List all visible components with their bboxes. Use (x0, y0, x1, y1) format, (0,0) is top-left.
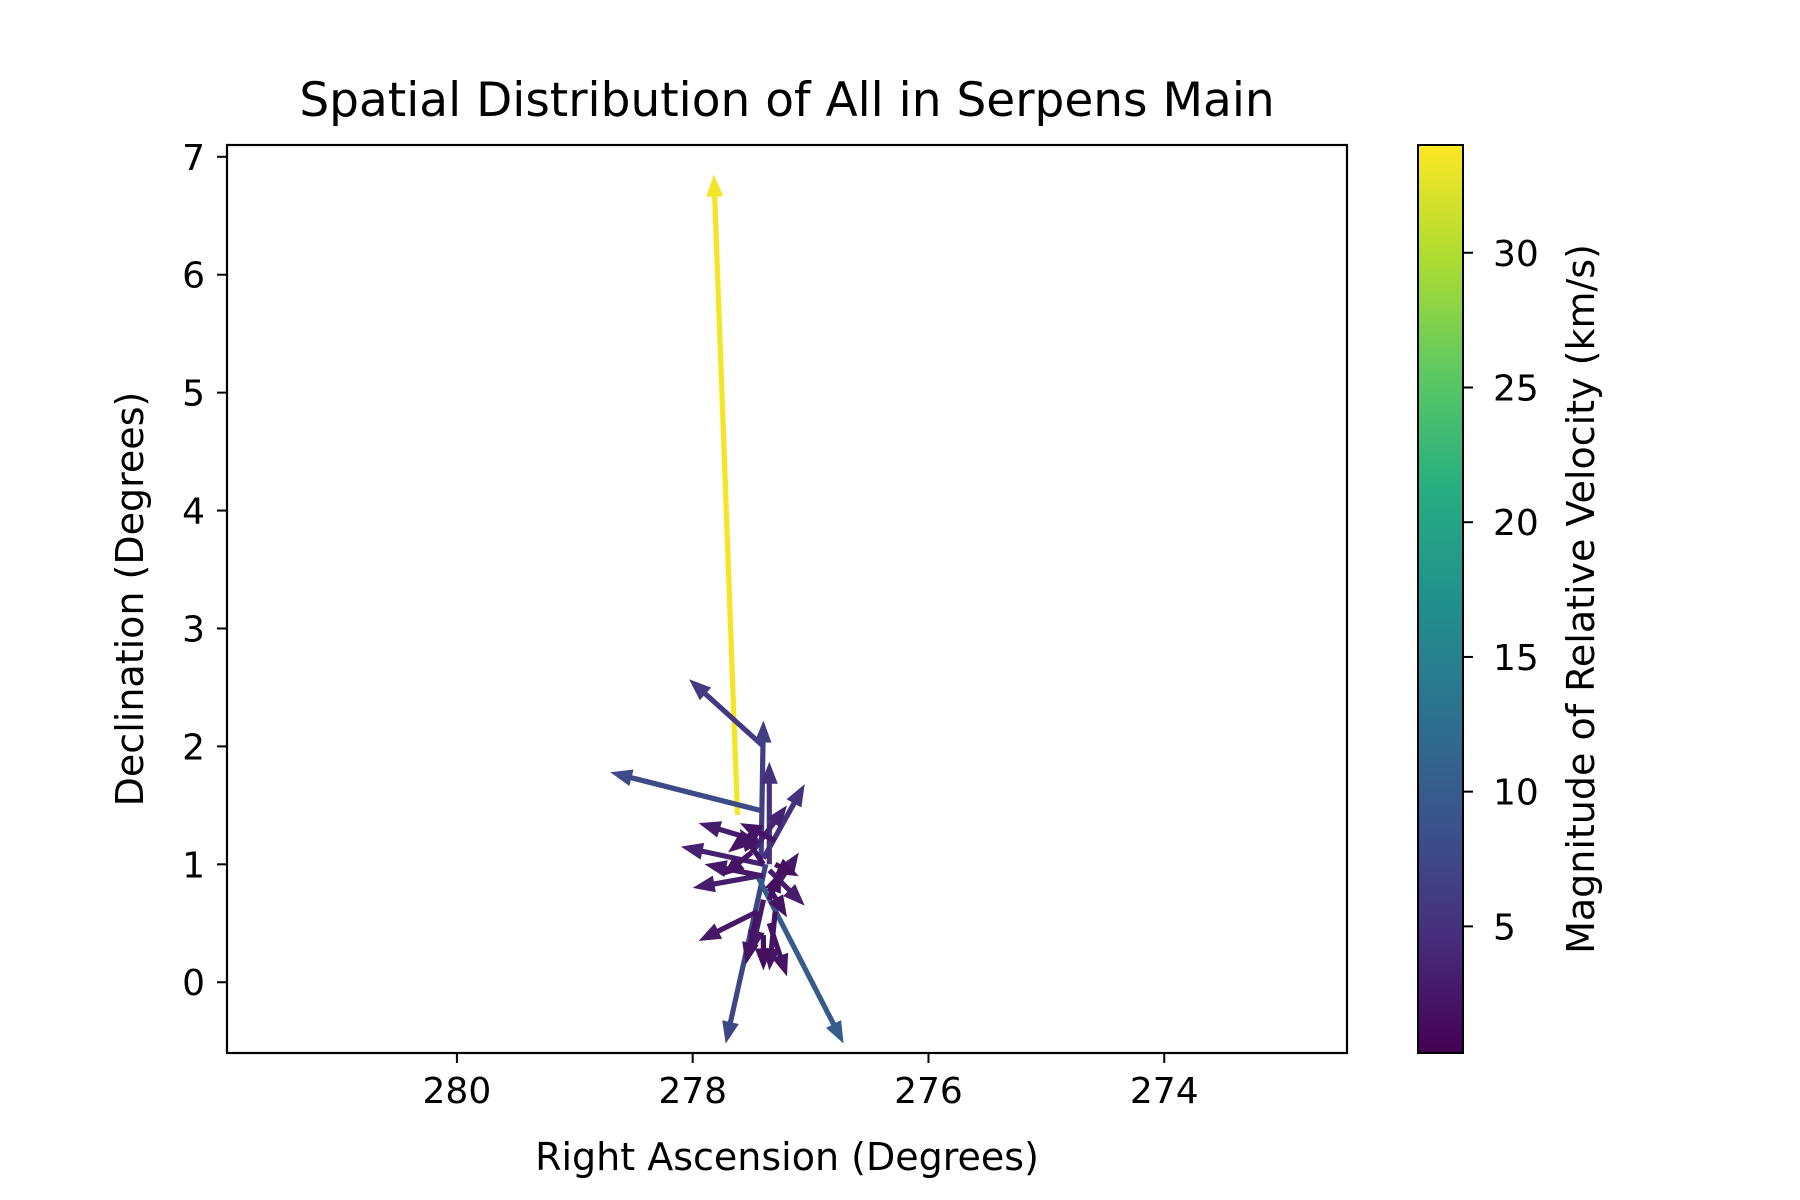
y-axis: 0 1 2 3 4 5 6 7 (182, 138, 227, 1004)
y-tick-label: 5 (182, 374, 205, 415)
colorbar-tick-label: 10 (1493, 773, 1539, 814)
vector-arrow-1 (610, 769, 765, 814)
plot-frame (225, 143, 1349, 1055)
y-tick-label: 7 (182, 138, 205, 179)
y-tick-label: 0 (182, 963, 205, 1004)
colorbar-tick-label: 15 (1493, 638, 1539, 679)
vector-arrow-27 (728, 826, 760, 853)
vector-arrow-0 (706, 174, 741, 815)
y-tick-label: 3 (182, 609, 205, 650)
colorbar (1417, 144, 1464, 1054)
colorbar-tick-label: 25 (1493, 368, 1539, 409)
y-tick-label: 6 (182, 256, 205, 297)
colorbar-tick-label: 20 (1493, 503, 1539, 544)
y-tick-label: 1 (182, 845, 205, 886)
colorbar-axis: 5 10 15 20 25 30 (1463, 234, 1539, 948)
colorbar-tick-label: 5 (1493, 907, 1516, 948)
vector-arrow-6 (760, 761, 778, 865)
chart-title: Spatial Distribution of All in Serpens M… (299, 73, 1274, 128)
vector-arrow-26 (739, 823, 777, 844)
colorbar-tick-label: 30 (1493, 234, 1539, 275)
x-tick-label: 274 (1130, 1071, 1199, 1112)
vector-arrow-25 (754, 935, 772, 971)
vector-arrow-12 (698, 909, 759, 941)
y-tick-label: 4 (182, 492, 205, 533)
x-tick-label: 280 (423, 1071, 492, 1112)
vector-arrow-11 (692, 873, 758, 893)
vector-arrow-24 (765, 870, 782, 901)
vector-arrow-21 (722, 850, 754, 877)
vector-arrow-2 (689, 679, 766, 749)
vector-arrow-4 (755, 874, 844, 1044)
colorbar-label: Magnitude of Relative Velocity (km/s) (1559, 244, 1603, 954)
vector-field (610, 174, 844, 1044)
x-tick-label: 276 (894, 1071, 963, 1112)
x-axis: 280 278 276 274 (423, 1053, 1199, 1112)
vector-arrow-8 (749, 805, 787, 855)
vector-arrow-5 (754, 720, 772, 859)
y-axis-label: Declination (Degrees) (108, 392, 152, 807)
vector-arrow-18 (742, 910, 761, 965)
x-tick-label: 278 (658, 1071, 727, 1112)
y-tick-label: 2 (182, 727, 205, 768)
x-axis-label: Right Ascension (Degrees) (535, 1135, 1039, 1179)
